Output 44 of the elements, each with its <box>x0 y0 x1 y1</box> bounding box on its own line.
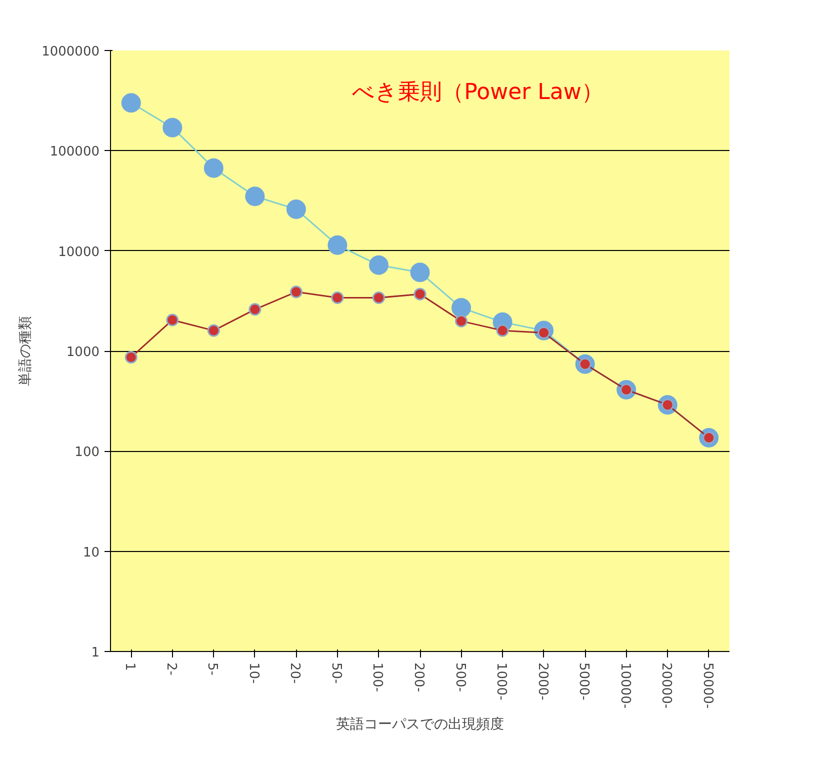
x-tick-label: 50000- <box>700 662 715 709</box>
point <box>368 255 388 275</box>
point <box>496 324 509 337</box>
y-tick-label: 100 <box>74 445 100 460</box>
point <box>328 235 348 255</box>
x-tick-label: 500- <box>452 662 468 692</box>
point <box>372 292 385 304</box>
x-tick-label: 1 <box>122 662 138 671</box>
point <box>414 288 426 300</box>
point <box>290 286 302 298</box>
x-tick-label: 200- <box>411 662 426 692</box>
x-tick-label: 5- <box>204 662 220 676</box>
point <box>162 118 182 138</box>
y-tick-label: 10000 <box>58 244 100 260</box>
point <box>121 93 141 113</box>
x-tick-label: 100- <box>370 662 385 692</box>
x-tick-label: 1000- <box>494 662 509 701</box>
point <box>455 314 468 328</box>
y-axis-title: 単語の種類 <box>18 316 34 386</box>
x-tick-label: 5000- <box>576 662 592 701</box>
annotation: べき乗則（Power Law） <box>352 80 604 106</box>
y-tick-label: 10 <box>82 545 100 560</box>
y-tick-label: 1 <box>91 646 100 660</box>
point <box>331 292 344 304</box>
point <box>124 351 138 364</box>
y-tick-label: 1000 <box>66 345 100 360</box>
point <box>207 324 220 337</box>
point <box>248 303 262 316</box>
x-tick-label: 50- <box>328 662 344 684</box>
x-axis-title: 英語コーパスでの出現頻度 <box>336 716 504 733</box>
point <box>286 200 306 219</box>
point <box>245 186 265 206</box>
y-tick-label: 1000000 <box>42 44 100 60</box>
x-tick-label: 20- <box>287 662 302 684</box>
point <box>452 298 472 318</box>
x-tick-label: 10000- <box>617 662 632 709</box>
x-tick-label: 10- <box>246 662 261 684</box>
y-tick-label: 100000 <box>50 144 100 160</box>
point <box>410 262 430 282</box>
x-tick-label: 2- <box>163 662 178 676</box>
x-tick-label: 2000- <box>534 662 550 701</box>
point <box>166 314 179 326</box>
point <box>204 158 224 178</box>
x-tick-label: 20000- <box>658 662 674 709</box>
